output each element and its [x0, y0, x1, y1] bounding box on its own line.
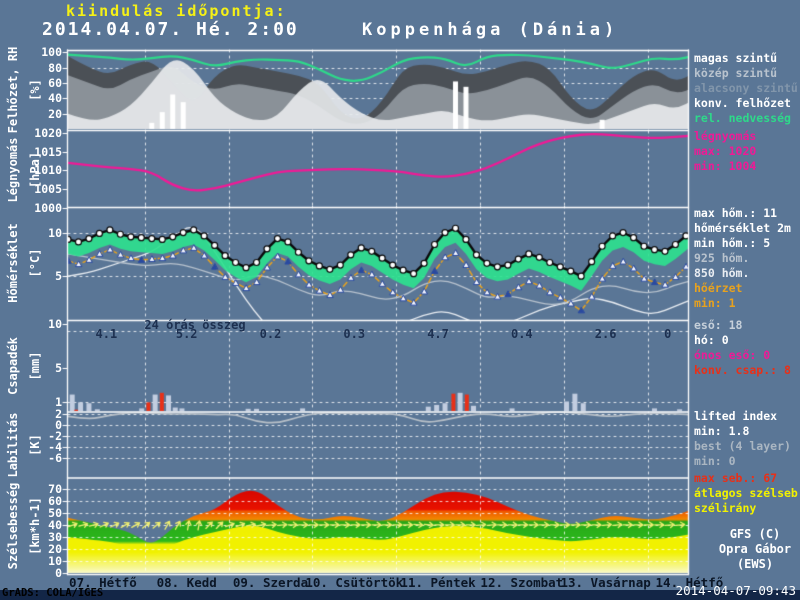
day-label: 14. Hétfő — [655, 575, 724, 590]
legend-item: 850 hőm. — [694, 266, 750, 280]
tick-label-precip: 5 — [55, 360, 62, 375]
legend-item: hőmérséklet 2m — [694, 221, 791, 235]
legend-item: min: 1 — [694, 296, 736, 310]
legend-item: eső: 18 — [694, 318, 743, 332]
tick-label-pressure: 1005 — [34, 182, 62, 197]
tick-label-wind: 60 — [48, 493, 62, 508]
legend-item: alacsony szintű — [694, 81, 798, 95]
tick-label-temp: 5 — [55, 269, 62, 284]
day-label: 13. Vasárnap — [560, 575, 651, 590]
tick-label-wind: 20 — [48, 541, 62, 556]
tick-label-precip: 10 — [48, 317, 62, 332]
tick-label-lability: -4 — [48, 439, 62, 454]
grads-credit: GrADS: COLA/IGES — [2, 587, 104, 599]
daily-sum-value: 5.2 — [175, 327, 198, 341]
daily-sum-value: 4.1 — [95, 327, 118, 341]
station-name: Koppenhága (Dánia) — [362, 20, 619, 40]
tick-label-wind: 30 — [48, 529, 62, 544]
legend-item: magas szintű — [694, 51, 778, 65]
tick-label-wind: 40 — [48, 517, 62, 532]
legend-item: szélirány — [694, 501, 757, 515]
legend-item: hőérzet — [694, 281, 743, 295]
tick-label-clouds: 60 — [48, 75, 62, 90]
tick-label-pressure: 1010 — [34, 163, 62, 178]
tick-label-clouds: 100 — [41, 45, 62, 60]
run-time-value: 2014.04.07. Hé. 2:00 — [42, 19, 299, 40]
tick-label-lability: 2 — [55, 407, 62, 422]
day-label: 11. Péntek — [400, 575, 476, 590]
day-label: 10. Csütörtök — [305, 575, 404, 590]
daily-sum-value: 0.4 — [510, 327, 533, 341]
daily-sum-value: 4.7 — [427, 327, 449, 341]
daily-sum-value: 0.3 — [343, 327, 366, 341]
render-timestamp: 2014-04-07-09:43 — [675, 583, 796, 598]
day-label: 09. Szerda — [232, 575, 309, 590]
tick-label-pressure: 1015 — [34, 144, 62, 159]
tick-label-clouds: 40 — [48, 91, 62, 106]
tick-label-lability: -2 — [48, 428, 62, 443]
daily-sum-value: 0.2 — [259, 327, 282, 341]
daily-sum-value: 0 — [664, 327, 672, 341]
run-time-label: kiindulás időpontja: — [66, 2, 287, 20]
day-label: 12. Szombat — [480, 575, 564, 590]
legend-item: konv. felhőzet — [694, 96, 791, 110]
tick-label-temp: 10 — [48, 226, 62, 241]
legend-item: 925 hőm. — [694, 251, 750, 265]
legend-item: max seb.: 67 — [694, 471, 778, 485]
tick-label-pressure: 1000 — [34, 201, 62, 215]
legend-item: lifted index — [694, 409, 778, 423]
legend-item: rel. nedvesség — [694, 111, 791, 125]
tick-label-pressure: 1020 — [34, 125, 62, 140]
legend-item: max hőm.: 11 — [694, 206, 778, 220]
model-credit-line: GFS (C) — [729, 527, 781, 541]
legend-item: légnyomás — [694, 129, 757, 143]
author-credit-line: Opra Gábor — [718, 542, 792, 556]
legend-item: max: 1020 — [694, 144, 757, 158]
legend-item: min: 1.8 — [694, 424, 750, 438]
legend-item: átlagos szélseb. — [694, 486, 800, 500]
precip-sum-title: 24 órás összeg — [144, 318, 246, 332]
org-credit-line: (EWS) — [736, 557, 774, 571]
legend-item: min hőm.: 5 — [694, 236, 771, 250]
tick-label-clouds: 20 — [48, 106, 62, 121]
day-label: 08. Kedd — [156, 575, 217, 590]
day-label: 07. Hétfő — [69, 575, 137, 590]
tick-label-precip: 1 — [55, 395, 62, 410]
footer-bar — [0, 590, 800, 600]
tick-label-lability: -6 — [48, 450, 62, 465]
legend-item: min: 1004 — [694, 159, 757, 173]
legend-item: best (4 layer) — [694, 439, 791, 453]
legend-item: konv. csap.: 8 — [694, 363, 791, 377]
tick-label-wind: 50 — [48, 505, 62, 520]
tick-label-wind: 0 — [55, 566, 62, 580]
legend-item: min: 0 — [694, 454, 736, 468]
legend-item: hó: 0 — [694, 333, 729, 347]
tick-label-clouds: 80 — [48, 60, 62, 75]
legend-item: közép szintű — [694, 66, 778, 80]
tick-label-wind: 70 — [48, 481, 62, 496]
tick-label-wind: 10 — [48, 553, 62, 568]
legend-item: ónos eső: 0 — [694, 348, 771, 362]
tick-label-lability: 0 — [55, 418, 62, 432]
daily-sum-value: 2.6 — [594, 327, 617, 341]
